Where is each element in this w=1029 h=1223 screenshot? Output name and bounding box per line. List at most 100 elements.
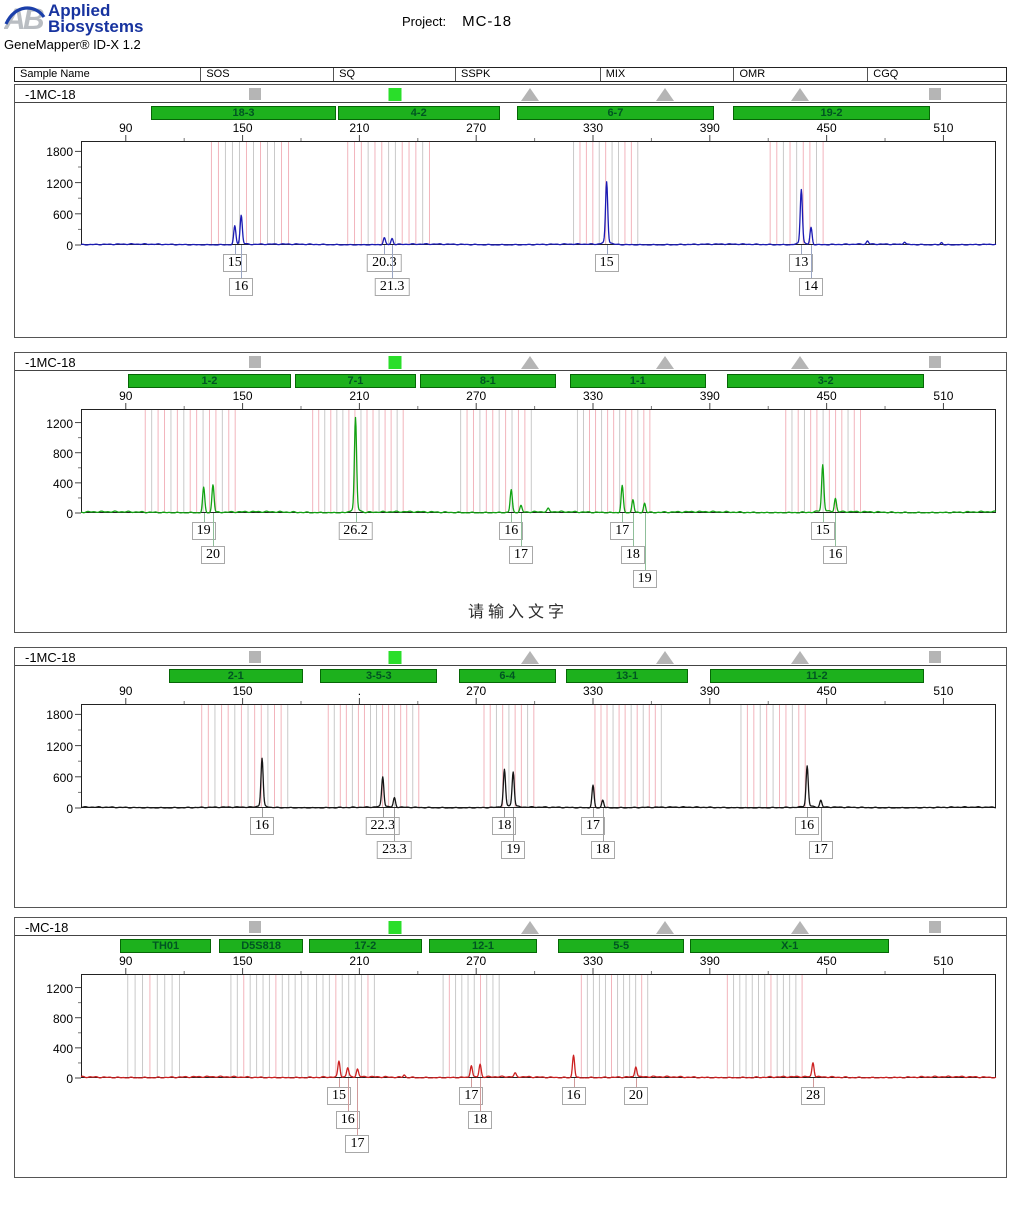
sample-status-row[interactable]: -1MC-18 [15,85,1006,103]
allele-label[interactable]: 21.3 [374,278,410,296]
marker-bar[interactable]: 6-7 [517,106,714,120]
x-axis-tick-label: 450 [816,954,837,968]
marker-bar[interactable]: 17-2 [308,939,422,953]
y-axis-tick-label: 1800 [46,145,73,160]
x-axis: 90 150 210 270 330 390 450 510 [81,389,996,403]
marker-bar[interactable]: 1-1 [569,374,706,388]
sample-name: -MC-18 [25,920,69,935]
marker-bar[interactable]: 7-1 [295,374,416,388]
allele-label[interactable]: 17 [345,1135,370,1153]
x-axis-tick-label: 330 [582,389,604,403]
electropherogram-plot[interactable] [81,141,996,245]
column-header-mix[interactable]: MIX [599,68,734,81]
marker-bar[interactable]: 1-2 [127,374,292,388]
allele-label[interactable]: 19 [632,570,657,588]
allele-label[interactable]: 16 [499,522,524,540]
sample-status-row[interactable]: -1MC-18 [15,353,1006,371]
allele-label[interactable]: 17 [581,817,605,835]
column-header-omr[interactable]: OMR [733,68,867,81]
allele-label[interactable]: 18 [492,817,517,835]
y-axis-tick-label: 1800 [46,708,73,723]
allele-label[interactable]: 17 [808,841,833,859]
marker-bar[interactable]: 8-1 [419,374,556,388]
marker-bar[interactable]: TH01 [119,939,212,953]
x-axis-tick-label: 450 [816,684,837,698]
allele-label[interactable]: 15 [810,522,835,540]
allele-label[interactable]: 15 [594,254,619,272]
marker-bar[interactable]: 4-2 [337,106,500,120]
allele-label[interactable]: 19 [191,522,216,540]
allele-label[interactable]: 17 [610,522,635,540]
electropherogram-plot[interactable] [81,409,996,513]
allele-label[interactable]: 20.3 [367,254,402,272]
allele-label[interactable]: 17 [508,546,533,564]
electropherogram-plot[interactable] [81,974,996,1078]
app-version-label: GeneMapper® ID-X 1.2 [4,37,141,52]
allele-connector-line [822,513,824,526]
allele-label[interactable]: 19 [501,841,526,859]
allele-connector-line [513,808,515,845]
x-axis-tick-label: 510 [933,389,954,403]
marker-bar-row: 1-2 7-1 8-1 1-1 3-2 [81,374,996,390]
marker-bar[interactable]: 12-1 [429,939,537,953]
allele-label[interactable]: 18 [620,546,645,564]
allele-label[interactable]: 18 [468,1111,493,1129]
allele-label[interactable]: 14 [799,278,824,296]
allele-connector-line [384,245,386,258]
marker-bar[interactable]: 5-5 [557,939,685,953]
x-axis-tick-label: 450 [816,121,837,135]
marker-bar[interactable]: 2-1 [168,669,303,683]
sos-flag-icon [248,651,261,663]
allele-label[interactable]: 15 [222,254,247,272]
allele-label[interactable]: 20 [200,546,225,564]
allele-label[interactable]: 16 [561,1087,586,1105]
sample-status-row[interactable]: -MC-18 [15,918,1006,936]
allele-label[interactable]: 15 [326,1087,351,1105]
column-header-cgq[interactable]: CGQ [867,68,1006,81]
brand-line1: Applied [48,1,111,20]
allele-labels-strip: 15 16 20.3 21.3 15 13 14 [81,245,996,338]
omr-flag-icon [790,921,809,934]
column-header-sq[interactable]: SQ [333,68,455,81]
column-header-sample-name[interactable]: Sample Name [20,68,90,80]
marker-bar[interactable]: 3-2 [727,374,924,388]
marker-bar[interactable]: D5S818 [219,939,303,953]
marker-bar[interactable]: X-1 [690,939,889,953]
allele-label[interactable]: 13 [789,254,814,272]
allele-label[interactable]: 16 [229,278,254,296]
sq-flag-icon [388,356,402,369]
electropherogram-plot[interactable] [81,704,996,808]
allele-label[interactable]: 26.2 [338,522,373,540]
x-axis-tick-label: 90 [119,954,133,968]
marker-bar[interactable]: 18-3 [151,106,337,120]
cgq-flag-icon [928,88,941,100]
allele-label[interactable]: 17 [459,1087,484,1105]
allele-label[interactable]: 23.3 [377,841,412,859]
y-axis-tick-label: 1200 [46,416,73,431]
allele-connector-line [813,1078,814,1091]
allele-connector-line [644,513,646,574]
sq-flag-icon [388,88,402,101]
allele-label[interactable]: 22.3 [365,817,400,835]
column-header-sos[interactable]: SOS [200,68,333,81]
marker-bar[interactable]: 13-1 [565,669,689,683]
marker-bar[interactable]: 3-5-3 [320,669,438,683]
allele-label[interactable]: 28 [801,1087,825,1105]
mix-flag-icon [656,651,675,664]
allele-label[interactable]: 16 [795,817,820,835]
allele-label[interactable]: 16 [335,1111,360,1129]
x-axis-tick-label: 90 [119,121,133,135]
allele-label[interactable]: 18 [590,841,615,859]
cgq-flag-icon [928,921,941,933]
allele-label[interactable]: 16 [250,817,275,835]
allele-label[interactable]: 20 [623,1087,648,1105]
sample-status-row[interactable]: -1MC-18 [15,648,1006,666]
marker-bar[interactable]: 19-2 [733,106,930,120]
sspk-flag-icon [521,921,540,934]
allele-label[interactable]: 16 [823,546,848,564]
marker-bar[interactable]: 6-4 [458,669,556,683]
x-axis-tick-label: 90 [119,684,133,698]
marker-bar[interactable]: 11-2 [709,669,924,683]
column-header-sspk[interactable]: SSPK [455,68,600,81]
